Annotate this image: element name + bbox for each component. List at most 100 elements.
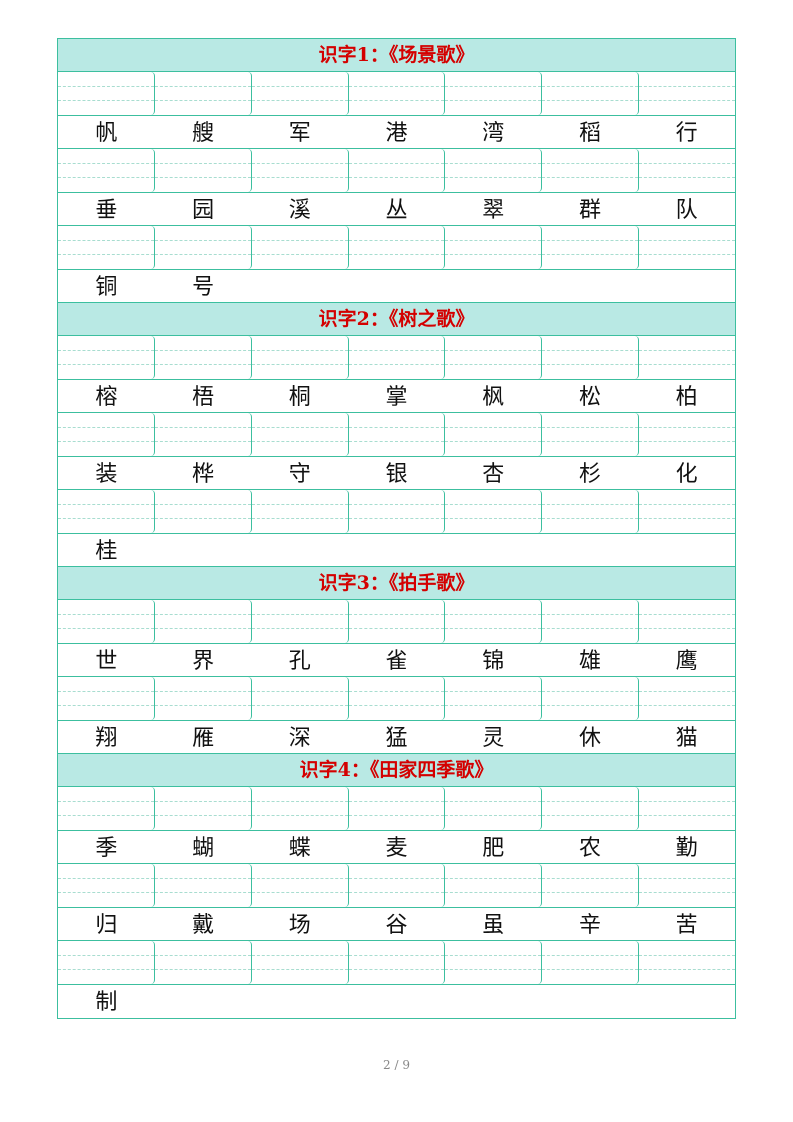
page-number: 2 / 9 xyxy=(383,1058,410,1072)
pinyin-writing-box[interactable] xyxy=(154,600,252,643)
pinyin-writing-box[interactable] xyxy=(251,600,349,643)
pinyin-writing-box[interactable] xyxy=(58,149,155,192)
pinyin-writing-box[interactable] xyxy=(445,336,543,379)
pinyin-writing-box[interactable] xyxy=(542,490,640,533)
pinyin-writing-box[interactable] xyxy=(154,413,252,456)
pinyin-writing-box[interactable] xyxy=(639,72,735,115)
pinyin-writing-box[interactable] xyxy=(542,941,640,984)
pinyin-writing-box[interactable] xyxy=(58,600,155,643)
pinyin-writing-box[interactable] xyxy=(542,149,640,192)
character-row: 翔雁深猛灵休猫 xyxy=(58,721,735,754)
pinyin-writing-box[interactable] xyxy=(154,226,252,269)
pinyin-writing-box[interactable] xyxy=(58,941,155,984)
pinyin-writing-box[interactable] xyxy=(58,677,155,720)
character: 戴 xyxy=(192,913,215,938)
pinyin-writing-box[interactable] xyxy=(58,864,155,907)
pinyin-writing-box[interactable] xyxy=(348,677,446,720)
character: 锦 xyxy=(482,649,505,674)
character xyxy=(348,985,445,1018)
pinyin-writing-box[interactable] xyxy=(639,787,735,830)
character xyxy=(542,985,639,1018)
pinyin-writing-box[interactable] xyxy=(251,787,349,830)
pinyin-writing-box[interactable] xyxy=(445,941,543,984)
pinyin-writing-box[interactable] xyxy=(154,677,252,720)
pinyin-writing-box[interactable] xyxy=(348,941,446,984)
pinyin-writing-box[interactable] xyxy=(154,864,252,907)
pinyin-writing-box[interactable] xyxy=(542,72,640,115)
pinyin-writing-box[interactable] xyxy=(445,600,543,643)
pinyin-writing-box[interactable] xyxy=(58,72,155,115)
pinyin-writing-box[interactable] xyxy=(445,413,543,456)
pinyin-writing-box[interactable] xyxy=(348,413,446,456)
pinyin-writing-box[interactable] xyxy=(348,336,446,379)
pinyin-writing-box[interactable] xyxy=(58,413,155,456)
character xyxy=(445,985,542,1018)
pinyin-writing-box[interactable] xyxy=(639,336,735,379)
pinyin-writing-box[interactable] xyxy=(348,787,446,830)
pinyin-writing-box[interactable] xyxy=(154,336,252,379)
pinyin-writing-box[interactable] xyxy=(639,864,735,907)
pinyin-writing-box[interactable] xyxy=(348,490,446,533)
character: 猛 xyxy=(385,726,408,751)
pinyin-writing-box[interactable] xyxy=(154,149,252,192)
character: 艘 xyxy=(192,121,215,146)
pinyin-writing-box[interactable] xyxy=(542,336,640,379)
pinyin-writing-box[interactable] xyxy=(348,600,446,643)
pinyin-row xyxy=(58,941,735,985)
character: 化 xyxy=(675,462,698,487)
character-row: 装桦守银杏杉化 xyxy=(58,457,735,490)
pinyin-writing-box[interactable] xyxy=(445,490,543,533)
pinyin-writing-box[interactable] xyxy=(348,149,446,192)
pinyin-writing-box[interactable] xyxy=(639,600,735,643)
character-row: 制 xyxy=(58,985,735,1018)
pinyin-writing-box[interactable] xyxy=(251,864,349,907)
character: 杏 xyxy=(482,462,505,487)
pinyin-writing-box[interactable] xyxy=(639,149,735,192)
pinyin-writing-box[interactable] xyxy=(445,72,543,115)
pinyin-writing-box[interactable] xyxy=(348,226,446,269)
pinyin-writing-box[interactable] xyxy=(251,490,349,533)
pinyin-writing-box[interactable] xyxy=(58,490,155,533)
pinyin-writing-box[interactable] xyxy=(639,413,735,456)
pinyin-writing-box[interactable] xyxy=(154,490,252,533)
pinyin-writing-box[interactable] xyxy=(542,226,640,269)
pinyin-writing-box[interactable] xyxy=(445,149,543,192)
pinyin-writing-box[interactable] xyxy=(58,226,155,269)
pinyin-writing-box[interactable] xyxy=(348,72,446,115)
pinyin-writing-box[interactable] xyxy=(348,864,446,907)
pinyin-writing-box[interactable] xyxy=(251,413,349,456)
character: 梧 xyxy=(192,385,215,410)
character xyxy=(251,985,348,1018)
character: 苦 xyxy=(675,913,698,938)
character-row: 铜号 xyxy=(58,270,735,303)
pinyin-writing-box[interactable] xyxy=(445,864,543,907)
pinyin-writing-box[interactable] xyxy=(251,941,349,984)
pinyin-writing-box[interactable] xyxy=(639,226,735,269)
pinyin-writing-box[interactable] xyxy=(58,336,155,379)
pinyin-writing-box[interactable] xyxy=(154,787,252,830)
pinyin-writing-box[interactable] xyxy=(251,72,349,115)
character: 谷 xyxy=(385,913,408,938)
pinyin-writing-box[interactable] xyxy=(639,490,735,533)
pinyin-writing-box[interactable] xyxy=(639,941,735,984)
pinyin-writing-box[interactable] xyxy=(445,787,543,830)
pinyin-writing-box[interactable] xyxy=(154,941,252,984)
pinyin-writing-box[interactable] xyxy=(251,336,349,379)
pinyin-writing-box[interactable] xyxy=(639,677,735,720)
pinyin-writing-box[interactable] xyxy=(445,226,543,269)
pinyin-row xyxy=(58,336,735,380)
pinyin-writing-box[interactable] xyxy=(542,413,640,456)
pinyin-writing-box[interactable] xyxy=(251,226,349,269)
pinyin-writing-box[interactable] xyxy=(542,677,640,720)
pinyin-writing-box[interactable] xyxy=(542,787,640,830)
character: 队 xyxy=(675,198,698,223)
character: 制 xyxy=(95,990,118,1015)
pinyin-writing-box[interactable] xyxy=(542,864,640,907)
pinyin-writing-box[interactable] xyxy=(251,677,349,720)
pinyin-writing-box[interactable] xyxy=(542,600,640,643)
pinyin-writing-box[interactable] xyxy=(58,787,155,830)
pinyin-writing-box[interactable] xyxy=(154,72,252,115)
pinyin-writing-box[interactable] xyxy=(445,677,543,720)
character: 湾 xyxy=(482,121,505,146)
pinyin-writing-box[interactable] xyxy=(251,149,349,192)
